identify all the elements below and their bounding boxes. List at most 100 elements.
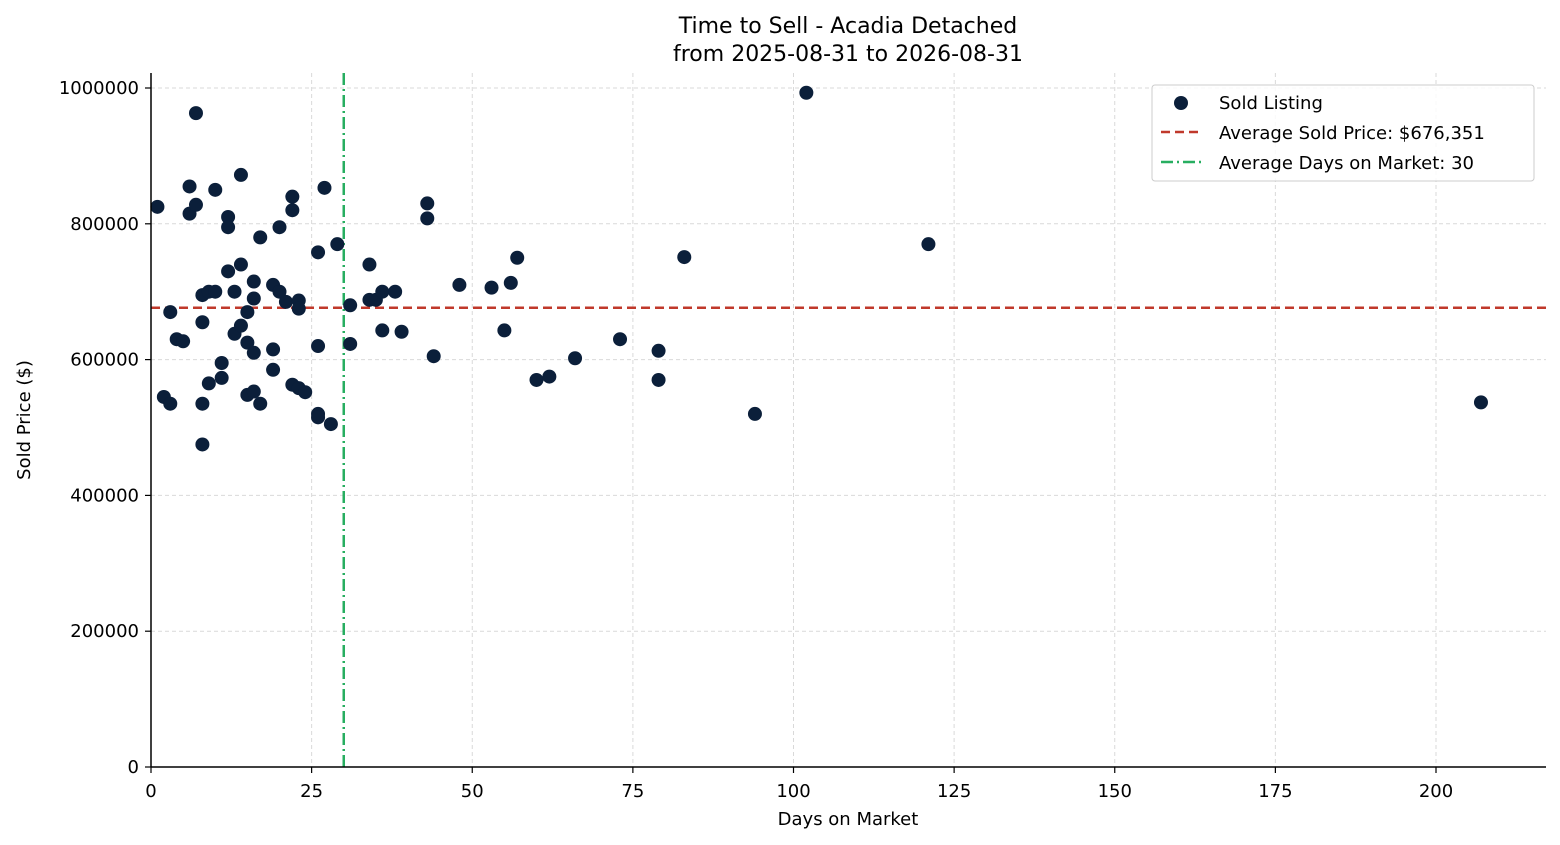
x-tick-label: 150 [1098, 781, 1132, 802]
data-point [188, 197, 203, 212]
data-point [497, 323, 512, 338]
y-tick-label: 1000000 [59, 78, 139, 99]
y-axis-ticks: 0 200000 400000 600000 800000 1000000 [59, 78, 151, 778]
data-point [163, 396, 178, 411]
data-point [278, 294, 293, 309]
data-point [233, 318, 248, 333]
data-point [285, 203, 300, 218]
data-point [246, 291, 261, 306]
y-axis-label: Sold Price ($) [14, 360, 35, 480]
data-point [323, 417, 338, 432]
y-tick-label: 600000 [70, 350, 139, 371]
x-tick-label: 25 [300, 781, 323, 802]
data-point [311, 245, 326, 260]
legend-label-average-price: Average Sold Price: $676,351 [1219, 123, 1485, 144]
data-point [747, 406, 762, 421]
x-tick-label: 125 [937, 781, 971, 802]
data-point [208, 284, 223, 299]
data-point [503, 275, 518, 290]
data-point [240, 305, 255, 320]
data-point [233, 167, 248, 182]
data-point [529, 372, 544, 387]
data-point [221, 264, 236, 279]
data-point [201, 376, 216, 391]
data-point [246, 274, 261, 289]
x-tick-label: 175 [1258, 781, 1292, 802]
data-point [799, 85, 814, 100]
data-point [150, 199, 165, 214]
data-point [221, 210, 236, 225]
data-point [182, 179, 197, 194]
x-tick-label: 200 [1419, 781, 1453, 802]
data-point [375, 323, 390, 338]
legend: Sold Listing Average Sold Price: $676,35… [1151, 84, 1535, 182]
data-point [568, 351, 583, 366]
data-point [221, 220, 236, 235]
data-point [362, 257, 377, 272]
data-point [285, 189, 300, 204]
data-point [266, 342, 281, 357]
data-point [195, 396, 210, 411]
data-point [214, 355, 229, 370]
data-point [542, 369, 557, 384]
x-tick-label: 75 [621, 781, 644, 802]
chart-title: Time to Sell - Acadia Detached [678, 14, 1017, 39]
y-tick-label: 800000 [70, 214, 139, 235]
data-point [208, 182, 223, 197]
data-point [677, 250, 692, 265]
data-point [195, 437, 210, 452]
data-point [484, 280, 499, 295]
data-point [1473, 395, 1488, 410]
data-point [613, 332, 628, 347]
reference-lines [151, 73, 1546, 767]
data-point [420, 211, 435, 226]
data-point [317, 180, 332, 195]
chart-subtitle: from 2025-08-31 to 2026-08-31 [673, 42, 1023, 67]
data-points [150, 85, 1488, 452]
data-point [233, 257, 248, 272]
data-point [272, 284, 287, 299]
y-tick-label: 200000 [70, 621, 139, 642]
data-point [394, 324, 409, 339]
data-point [330, 237, 345, 252]
data-point [420, 196, 435, 211]
data-point [426, 349, 441, 364]
data-point [253, 230, 268, 245]
legend-label-average-days: Average Days on Market: 30 [1219, 153, 1474, 174]
data-point [266, 362, 281, 377]
data-point [246, 384, 261, 399]
data-point [311, 339, 326, 354]
data-point [452, 277, 467, 292]
x-axis-ticks: 0 25 50 75 100 125 150 175 200 [145, 767, 1453, 802]
y-tick-label: 0 [128, 757, 139, 778]
data-point [343, 336, 358, 351]
data-point [163, 305, 178, 320]
data-point [240, 335, 255, 350]
x-tick-label: 0 [145, 781, 156, 802]
data-point [272, 220, 287, 235]
data-point [227, 284, 242, 299]
data-point [298, 385, 313, 400]
data-point [176, 334, 191, 349]
data-point [921, 237, 936, 252]
data-point [388, 284, 403, 299]
data-point [291, 301, 306, 316]
data-point [375, 284, 390, 299]
data-point [510, 250, 525, 265]
x-tick-label: 50 [461, 781, 484, 802]
x-axis-label: Days on Market [778, 809, 919, 830]
data-point [343, 298, 358, 313]
data-point [188, 106, 203, 121]
y-tick-label: 400000 [70, 485, 139, 506]
data-point [253, 396, 268, 411]
data-point [651, 343, 666, 358]
legend-label-sold: Sold Listing [1219, 93, 1323, 114]
data-point [246, 345, 261, 360]
data-point [195, 315, 210, 330]
legend-marker-sold [1174, 96, 1188, 110]
data-point [311, 410, 326, 425]
data-point [214, 370, 229, 385]
data-point [651, 372, 666, 387]
x-tick-label: 100 [776, 781, 810, 802]
